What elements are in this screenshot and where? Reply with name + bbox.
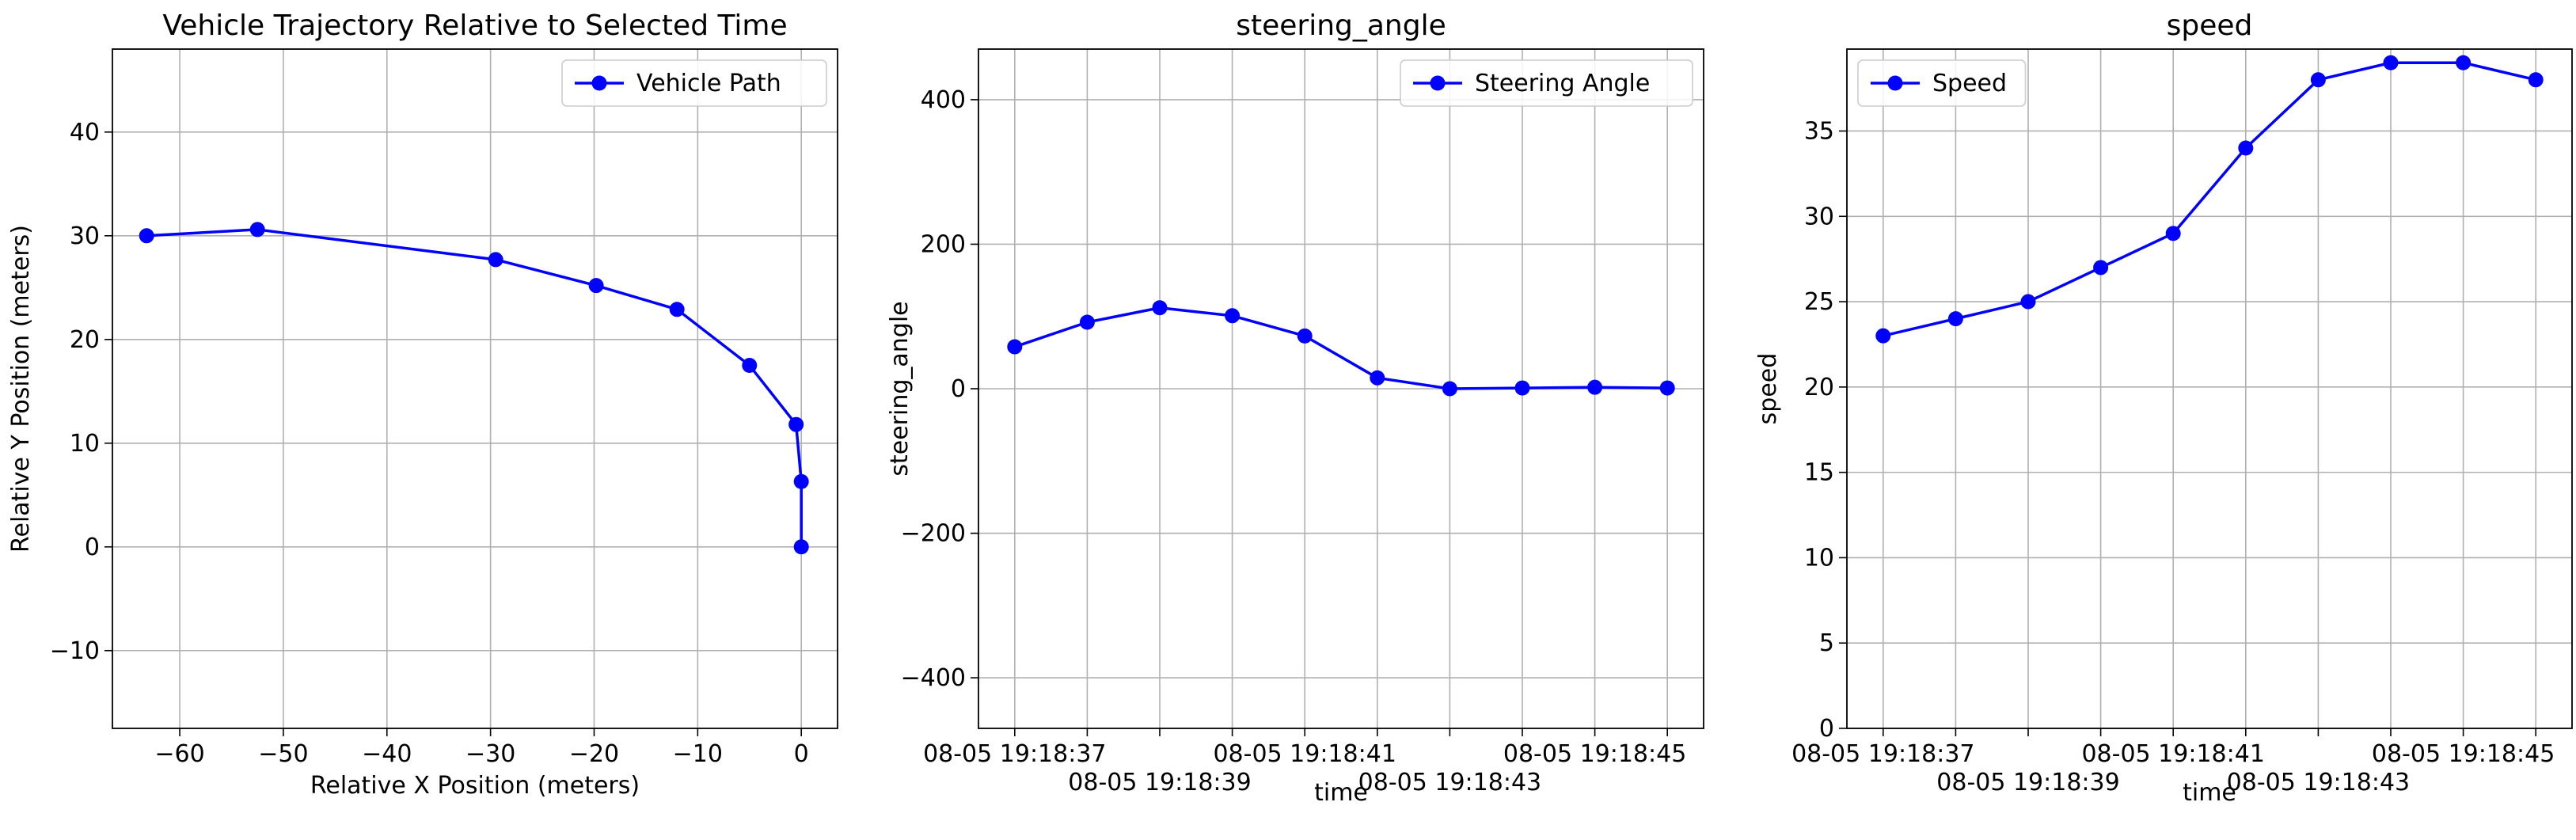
x-tick-label: 08-05 19:18:45 [1503, 740, 1686, 768]
x-tick-label: 08-05 19:18:41 [1213, 740, 1396, 768]
legend-label: Speed [1932, 70, 2007, 97]
chart-title: Vehicle Trajectory Relative to Selected … [162, 10, 787, 42]
x-tick-label: 08-05 19:18:39 [1936, 769, 2119, 796]
y-tick-label: 40 [70, 119, 100, 146]
data-point [793, 473, 809, 489]
data-point [1875, 328, 1891, 344]
y-tick-label: −10 [50, 637, 100, 665]
y-tick-label: 30 [1804, 203, 1834, 230]
legend-box [1400, 59, 1693, 107]
legend: Vehicle Path [561, 59, 827, 107]
data-point [1947, 311, 1963, 327]
data-point [249, 222, 265, 238]
x-tick-label: −40 [362, 740, 412, 768]
data-point [1370, 370, 1385, 386]
data-point [2020, 294, 2036, 310]
data-point [1225, 308, 1241, 324]
data-point [139, 228, 154, 244]
x-tick-label: −30 [465, 740, 515, 768]
y-tick-label: 25 [1804, 288, 1834, 316]
axes-frame [978, 48, 1704, 729]
x-tick-label: 0 [794, 740, 809, 768]
data-point [1514, 380, 1530, 396]
legend: Speed [1857, 59, 2027, 107]
y-tick-label: 20 [70, 326, 100, 354]
y-tick-label: 30 [70, 222, 100, 250]
y-axis-label: Relative Y Position (meters) [7, 225, 35, 553]
y-axis-label: steering_angle [886, 301, 914, 476]
legend-marker [1887, 75, 1903, 91]
y-tick-label: 0 [85, 534, 100, 561]
axes-frame [112, 48, 838, 729]
y-axis-label: speed [1754, 353, 1782, 425]
y-tick-label: 10 [1804, 544, 1834, 572]
y-tick-label: 5 [1819, 629, 1834, 657]
x-tick-label: 08-05 19:18:37 [1791, 740, 1974, 768]
legend-label: Steering Angle [1475, 70, 1650, 97]
x-tick-label: 08-05 19:18:45 [2372, 740, 2555, 768]
data-point [588, 278, 604, 294]
x-tick-label: −20 [569, 740, 619, 768]
data-point [793, 539, 809, 555]
chart-title: steering_angle [1236, 10, 1446, 42]
y-tick-label: 35 [1804, 117, 1834, 145]
legend-marker [591, 75, 607, 91]
x-axis-label: Relative X Position (meters) [310, 772, 640, 800]
data-point [488, 252, 503, 268]
data-point [1079, 314, 1095, 330]
data-point [2383, 55, 2399, 70]
y-tick-label: 200 [921, 230, 966, 258]
legend-box [1857, 59, 2027, 107]
data-point [1007, 339, 1023, 355]
data-point [788, 416, 804, 432]
legend-label: Vehicle Path [636, 70, 781, 97]
y-tick-label: 20 [1804, 374, 1834, 401]
legend-box [561, 59, 827, 107]
y-tick-label: −200 [901, 520, 966, 548]
x-tick-label: 08-05 19:18:39 [1068, 769, 1251, 796]
series-line [1883, 61, 2536, 337]
data-point [2310, 72, 2326, 88]
x-tick-label: −10 [673, 740, 723, 768]
series-line [146, 228, 803, 547]
x-axis-label: time [1314, 779, 1368, 807]
data-point [1659, 380, 1675, 396]
axes-frame [1846, 48, 2573, 729]
data-point [2528, 72, 2544, 88]
x-tick-label: 08-05 19:18:37 [923, 740, 1106, 768]
chart-title: speed [2167, 10, 2253, 42]
data-point [2165, 226, 2181, 241]
x-tick-label: 08-05 19:18:43 [1358, 769, 1541, 796]
data-point [669, 302, 685, 317]
data-point [742, 358, 758, 374]
y-tick-label: 10 [70, 430, 100, 458]
data-point [1297, 328, 1313, 344]
data-point [1587, 379, 1603, 395]
data-point [2093, 260, 2109, 276]
y-tick-label: 0 [951, 375, 966, 403]
x-tick-label: −60 [154, 740, 204, 768]
data-point [2456, 55, 2472, 70]
data-point [1152, 300, 1168, 316]
x-tick-label: 08-05 19:18:41 [2081, 740, 2264, 768]
y-tick-label: 0 [1819, 715, 1834, 743]
legend: Steering Angle [1400, 59, 1693, 107]
series-line [1014, 306, 1668, 390]
y-tick-label: 400 [921, 86, 966, 114]
legend-marker [1430, 75, 1446, 91]
chart-1: −60 −50 −40 −30 −20 −10 0 −10 0 10 20 30 40 Vehicle T… [7, 10, 838, 800]
data-point [2238, 140, 2254, 156]
x-tick-label: 08-05 19:18:43 [2227, 769, 2410, 796]
x-axis-label: time [2183, 779, 2236, 807]
x-tick-label: −50 [258, 740, 308, 768]
y-tick-label: 15 [1804, 459, 1834, 487]
y-tick-label: −400 [901, 664, 966, 692]
data-point [1442, 381, 1457, 397]
